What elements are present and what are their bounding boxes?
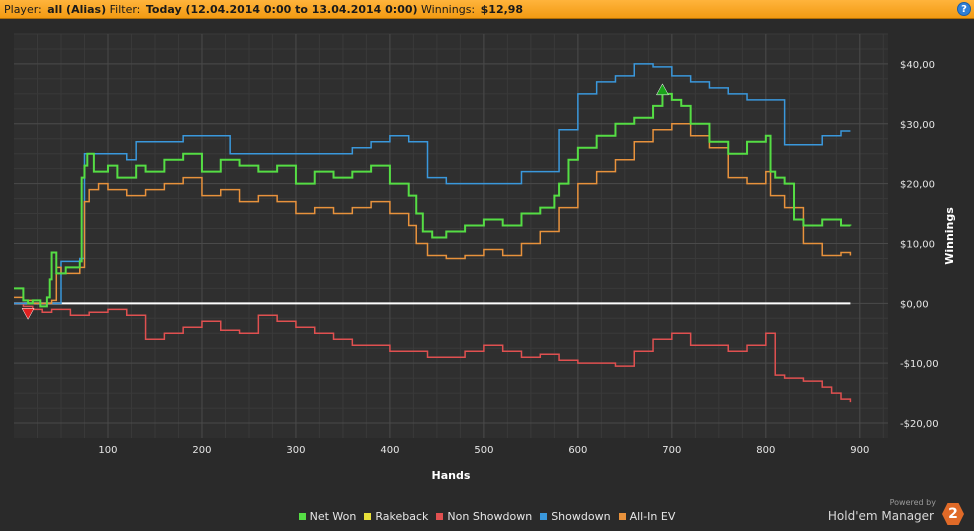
brand-block: Powered by Hold'em Manager 2 (826, 498, 966, 526)
markers-layer (21, 83, 669, 320)
brand-logo-icon: 2 (942, 503, 964, 525)
x-tick-label: 200 (192, 445, 211, 456)
winnings-value: $12,98 (480, 3, 524, 16)
chart-legend: Net Won Rakeback Non Showdown Showdown All-I… (0, 510, 974, 526)
legend-item-net-won[interactable]: Net Won (298, 510, 357, 523)
legend-item-rakeback[interactable]: Rakeback (364, 510, 428, 523)
x-axis-label: Hands (432, 469, 471, 482)
x-tick-label: 300 (286, 445, 305, 456)
legend-item-non-showdown[interactable]: Non Showdown (436, 510, 532, 523)
powered-by-text: Powered by (889, 498, 936, 507)
legend-label: Showdown (551, 510, 611, 523)
y-tick-label: $30,00 (900, 120, 935, 131)
legend-swatch (364, 513, 372, 520)
winnings-label: Winnings: (421, 3, 476, 16)
y-tick-label: $20,00 (900, 180, 935, 191)
legend-swatch (540, 513, 548, 520)
x-tick-label: 900 (850, 445, 869, 456)
series-layer (14, 63, 852, 403)
x-tick-label: 700 (662, 445, 681, 456)
y-tick-label: -$20,00 (900, 419, 939, 430)
grid (14, 33, 888, 438)
x-ticks: 100 200 300 400 500 600 700 800 900 (98, 445, 869, 456)
x-tick-label: 800 (756, 445, 775, 456)
legend-item-showdown[interactable]: Showdown (540, 510, 611, 523)
legend-label: Rakeback (375, 510, 429, 523)
x-tick-label: 400 (380, 445, 399, 456)
y-ticks: $40,00 $30,00 $20,00 $10,00 $0,00 -$10,00 -$20… (900, 60, 939, 430)
series-line-non-showdown (14, 302, 852, 403)
min-marker-icon (21, 308, 35, 320)
player-value: all (Alias) (47, 3, 107, 16)
legend-label: Non Showdown (447, 510, 533, 523)
series-line-net-won (14, 92, 852, 308)
y-tick-label: $40,00 (900, 60, 935, 71)
brand-name: Hold'em Manager (827, 509, 934, 523)
plot-area (14, 34, 888, 438)
help-icon[interactable]: ? (957, 2, 971, 16)
y-tick-label: $10,00 (900, 239, 935, 250)
legend-item-allin-ev[interactable]: All-In EV (618, 510, 676, 523)
series-line-allin-ev (14, 123, 852, 305)
filter-value: Today (12.04.2014 0:00 to 13.04.2014 0:0… (145, 3, 418, 16)
y-tick-label: $0,00 (900, 299, 929, 310)
y-axis-label: Winnings (943, 207, 956, 265)
y-tick-label: -$10,00 (900, 359, 939, 370)
legend-label: All-In EV (629, 510, 676, 523)
legend-swatch (436, 513, 444, 520)
x-tick-label: 600 (568, 445, 587, 456)
legend-swatch (298, 513, 306, 520)
player-label: Player: (4, 3, 42, 16)
max-marker-icon (656, 83, 669, 96)
filter-label: Filter: (109, 3, 141, 16)
winnings-chart: $40,00 $30,00 $20,00 $10,00 $0,00 -$10,00 -$20… (14, 33, 956, 482)
x-tick-label: 500 (474, 445, 493, 456)
x-tick-label: 100 (98, 445, 117, 456)
legend-swatch (618, 513, 626, 520)
series-line-showdown (14, 63, 851, 305)
header-bar: Player: all (Alias) Filter: Today (12.04… (0, 0, 974, 19)
legend-label: Net Won (309, 510, 357, 523)
